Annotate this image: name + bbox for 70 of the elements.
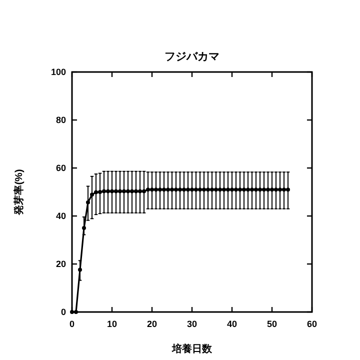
y-tick-label: 0 [60,307,66,317]
point [154,188,158,192]
x-tick-label: 10 [106,319,118,329]
point [94,190,98,194]
chart-title: フジバカマ [164,51,220,63]
point [250,188,254,192]
point [206,188,210,192]
x-tick-label: 20 [146,319,158,329]
y-axis-title: 発芽率(%) [13,169,25,216]
point [190,188,194,192]
point [126,189,130,194]
point [106,189,110,194]
point [226,188,230,192]
point [90,192,94,197]
point [234,188,238,192]
point [218,188,222,192]
point [270,188,274,192]
point [278,188,282,192]
point [222,188,226,192]
y-tick-label: 80 [56,115,66,125]
y-tick-label: 100 [50,67,66,77]
point [246,188,250,192]
point [162,188,166,192]
point [198,188,202,192]
point [118,189,122,194]
point [258,188,262,192]
point [130,189,134,194]
point [134,189,138,194]
point [282,188,286,192]
point [286,188,290,192]
y-tick-label: 40 [56,211,66,221]
point [266,188,270,192]
point [98,190,102,194]
point [182,188,186,192]
y-tick-label: 60 [56,163,66,173]
point [110,189,114,194]
point [158,188,162,192]
point [210,188,214,192]
point [194,188,198,192]
point [166,188,170,192]
point [82,226,86,230]
point [146,188,150,192]
point [170,188,174,192]
point [142,189,146,194]
point [178,188,182,192]
x-tick-label: 0 [69,319,75,329]
x-tick-label: 30 [186,319,198,329]
point [214,188,218,192]
point [174,188,178,192]
x-tick-label: 40 [226,319,238,329]
point [102,189,106,194]
point [78,268,82,272]
x-tick-label: 50 [266,319,278,329]
point [138,189,142,194]
point [238,188,242,192]
x-axis-title: 培養日数 [171,343,213,355]
point [186,188,190,192]
point [150,188,154,192]
x-tick-label: 60 [306,319,318,329]
point [274,188,278,192]
point [122,189,126,194]
point [86,200,90,204]
point [70,310,74,314]
point [114,189,118,194]
point [202,188,206,192]
point [262,188,266,192]
point [242,188,246,192]
point [254,188,258,192]
point [230,188,234,192]
y-tick-label: 20 [56,259,66,269]
